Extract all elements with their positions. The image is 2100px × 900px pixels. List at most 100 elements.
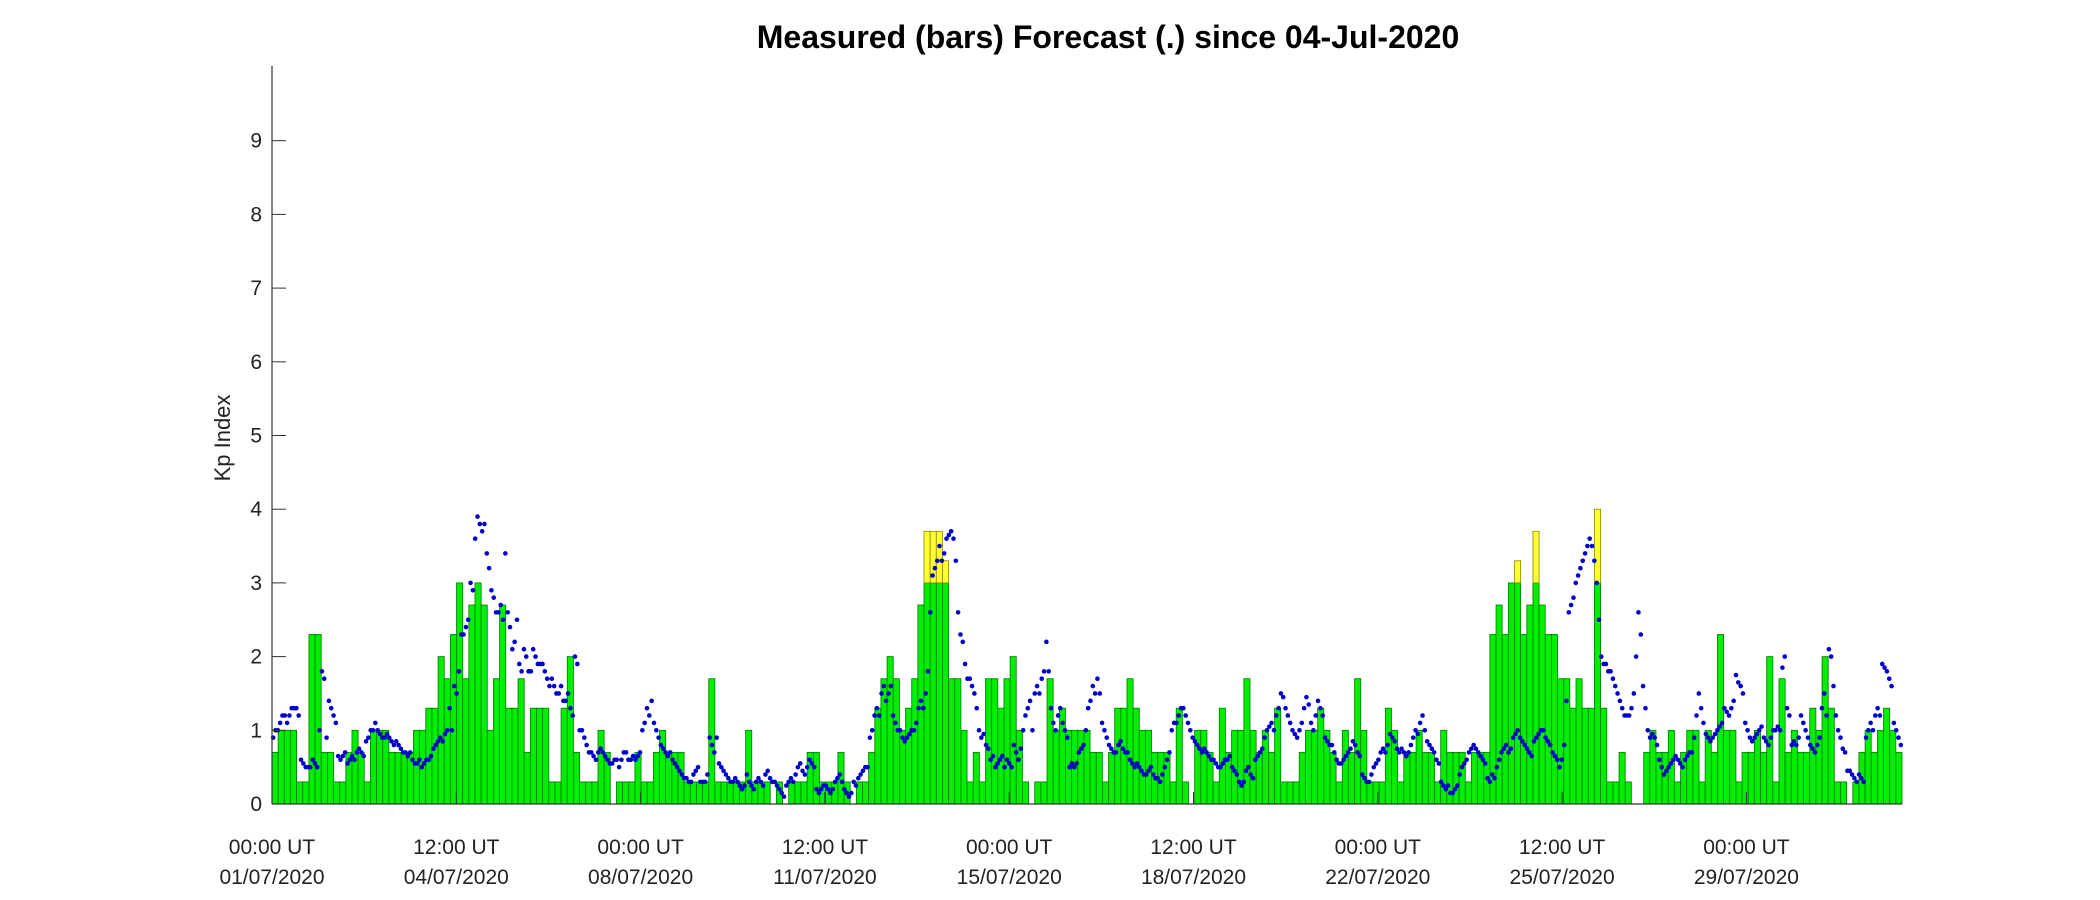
forecast-point [308, 764, 313, 770]
forecast-point [644, 705, 650, 711]
measured-bar [966, 781, 974, 805]
forecast-point [781, 794, 787, 799]
measured-bar [1747, 752, 1755, 805]
forecast-point [1406, 750, 1411, 755]
forecast-point [777, 786, 782, 792]
forecast-point [294, 705, 299, 711]
measured-bar-elevated [1514, 560, 1522, 584]
measured-bar [449, 634, 457, 805]
forecast-point [1385, 742, 1390, 748]
forecast-point [1633, 654, 1639, 659]
measured-bar [554, 781, 562, 805]
measured-bar [1434, 781, 1442, 805]
forecast-point [904, 735, 910, 740]
measured-bar [1569, 707, 1577, 805]
forecast-point [484, 551, 490, 556]
forecast-point [1752, 735, 1757, 740]
forecast-point [605, 757, 610, 763]
forecast-point [363, 739, 369, 744]
forecast-point [760, 783, 766, 788]
measured-bar [1181, 781, 1189, 805]
forecast-point [1315, 698, 1321, 704]
forecast-point [1076, 750, 1082, 755]
forecast-point [1520, 739, 1525, 744]
forecast-point [1475, 750, 1481, 755]
forecast-point [1329, 742, 1335, 748]
forecast-point [1109, 746, 1114, 752]
measured-bar [1563, 678, 1571, 805]
measured-bar [1022, 781, 1029, 805]
forecast-point [902, 739, 908, 744]
measured-bar [1378, 781, 1386, 805]
measured-bar [1317, 707, 1325, 805]
measured-bar [972, 752, 980, 805]
measured-bar [1624, 781, 1632, 805]
forecast-point [1443, 786, 1449, 792]
forecast-point [1789, 742, 1795, 748]
forecast-point [1392, 739, 1397, 744]
forecast-point [667, 750, 673, 755]
forecast-point [1297, 728, 1302, 733]
forecast-point [1791, 739, 1797, 744]
forecast-point [312, 761, 318, 766]
forecast-point [465, 617, 471, 623]
forecast-point [939, 558, 945, 564]
measured-bar [1710, 752, 1718, 805]
measured-bar [1114, 707, 1122, 805]
forecast-point [1325, 739, 1330, 744]
forecast-point [1390, 735, 1395, 740]
forecast-point [1466, 750, 1472, 755]
forecast-point [1387, 731, 1393, 737]
forecast-point [1318, 705, 1323, 711]
measured-bar [628, 781, 636, 805]
forecast-point [967, 676, 973, 682]
forecast-point [1722, 705, 1727, 711]
measured-bar [954, 678, 962, 805]
measured-bar [505, 707, 513, 805]
forecast-point [653, 728, 659, 733]
forecast-point [1573, 580, 1579, 586]
forecast-point [735, 779, 740, 785]
y-tick-label: 4 [250, 498, 262, 521]
forecast-point [1515, 728, 1521, 733]
forecast-point [609, 761, 615, 766]
forecast-point [563, 698, 569, 704]
forecast-point [1355, 750, 1360, 755]
forecast-point [1060, 720, 1065, 726]
forecast-point [1726, 713, 1732, 718]
forecast-point [1357, 753, 1363, 759]
forecast-point [860, 768, 866, 774]
measured-bar [1803, 752, 1811, 805]
forecast-point [1508, 746, 1514, 752]
measured-bar [1741, 752, 1749, 805]
forecast-point [1299, 720, 1305, 726]
forecast-point [1580, 558, 1586, 564]
forecast-point [500, 617, 506, 623]
forecast-point [702, 779, 708, 785]
forecast-point [1703, 731, 1709, 737]
measured-bar [1132, 707, 1140, 805]
forecast-point [830, 786, 836, 792]
forecast-point [1085, 705, 1091, 711]
forecast-point [544, 676, 550, 682]
forecast-point [797, 761, 803, 766]
forecast-point [660, 746, 666, 752]
measured-bar [1421, 752, 1429, 805]
forecast-point [1861, 779, 1866, 785]
forecast-point [619, 757, 624, 763]
forecast-point [1308, 720, 1314, 726]
measured-bar [1052, 729, 1060, 805]
x-tick-time-label: 00:00 UT [1335, 836, 1422, 859]
forecast-point [1257, 750, 1263, 755]
forecast-point [340, 753, 346, 759]
forecast-point [951, 536, 956, 541]
measured-bar [536, 707, 544, 805]
forecast-point [1167, 750, 1172, 755]
forecast-point [1227, 753, 1233, 759]
forecast-point [1359, 772, 1365, 777]
measured-bar [1403, 752, 1411, 805]
measured-bar [1280, 781, 1288, 805]
forecast-point [1199, 750, 1205, 755]
forecast-point [763, 772, 768, 777]
forecast-point [972, 691, 977, 696]
